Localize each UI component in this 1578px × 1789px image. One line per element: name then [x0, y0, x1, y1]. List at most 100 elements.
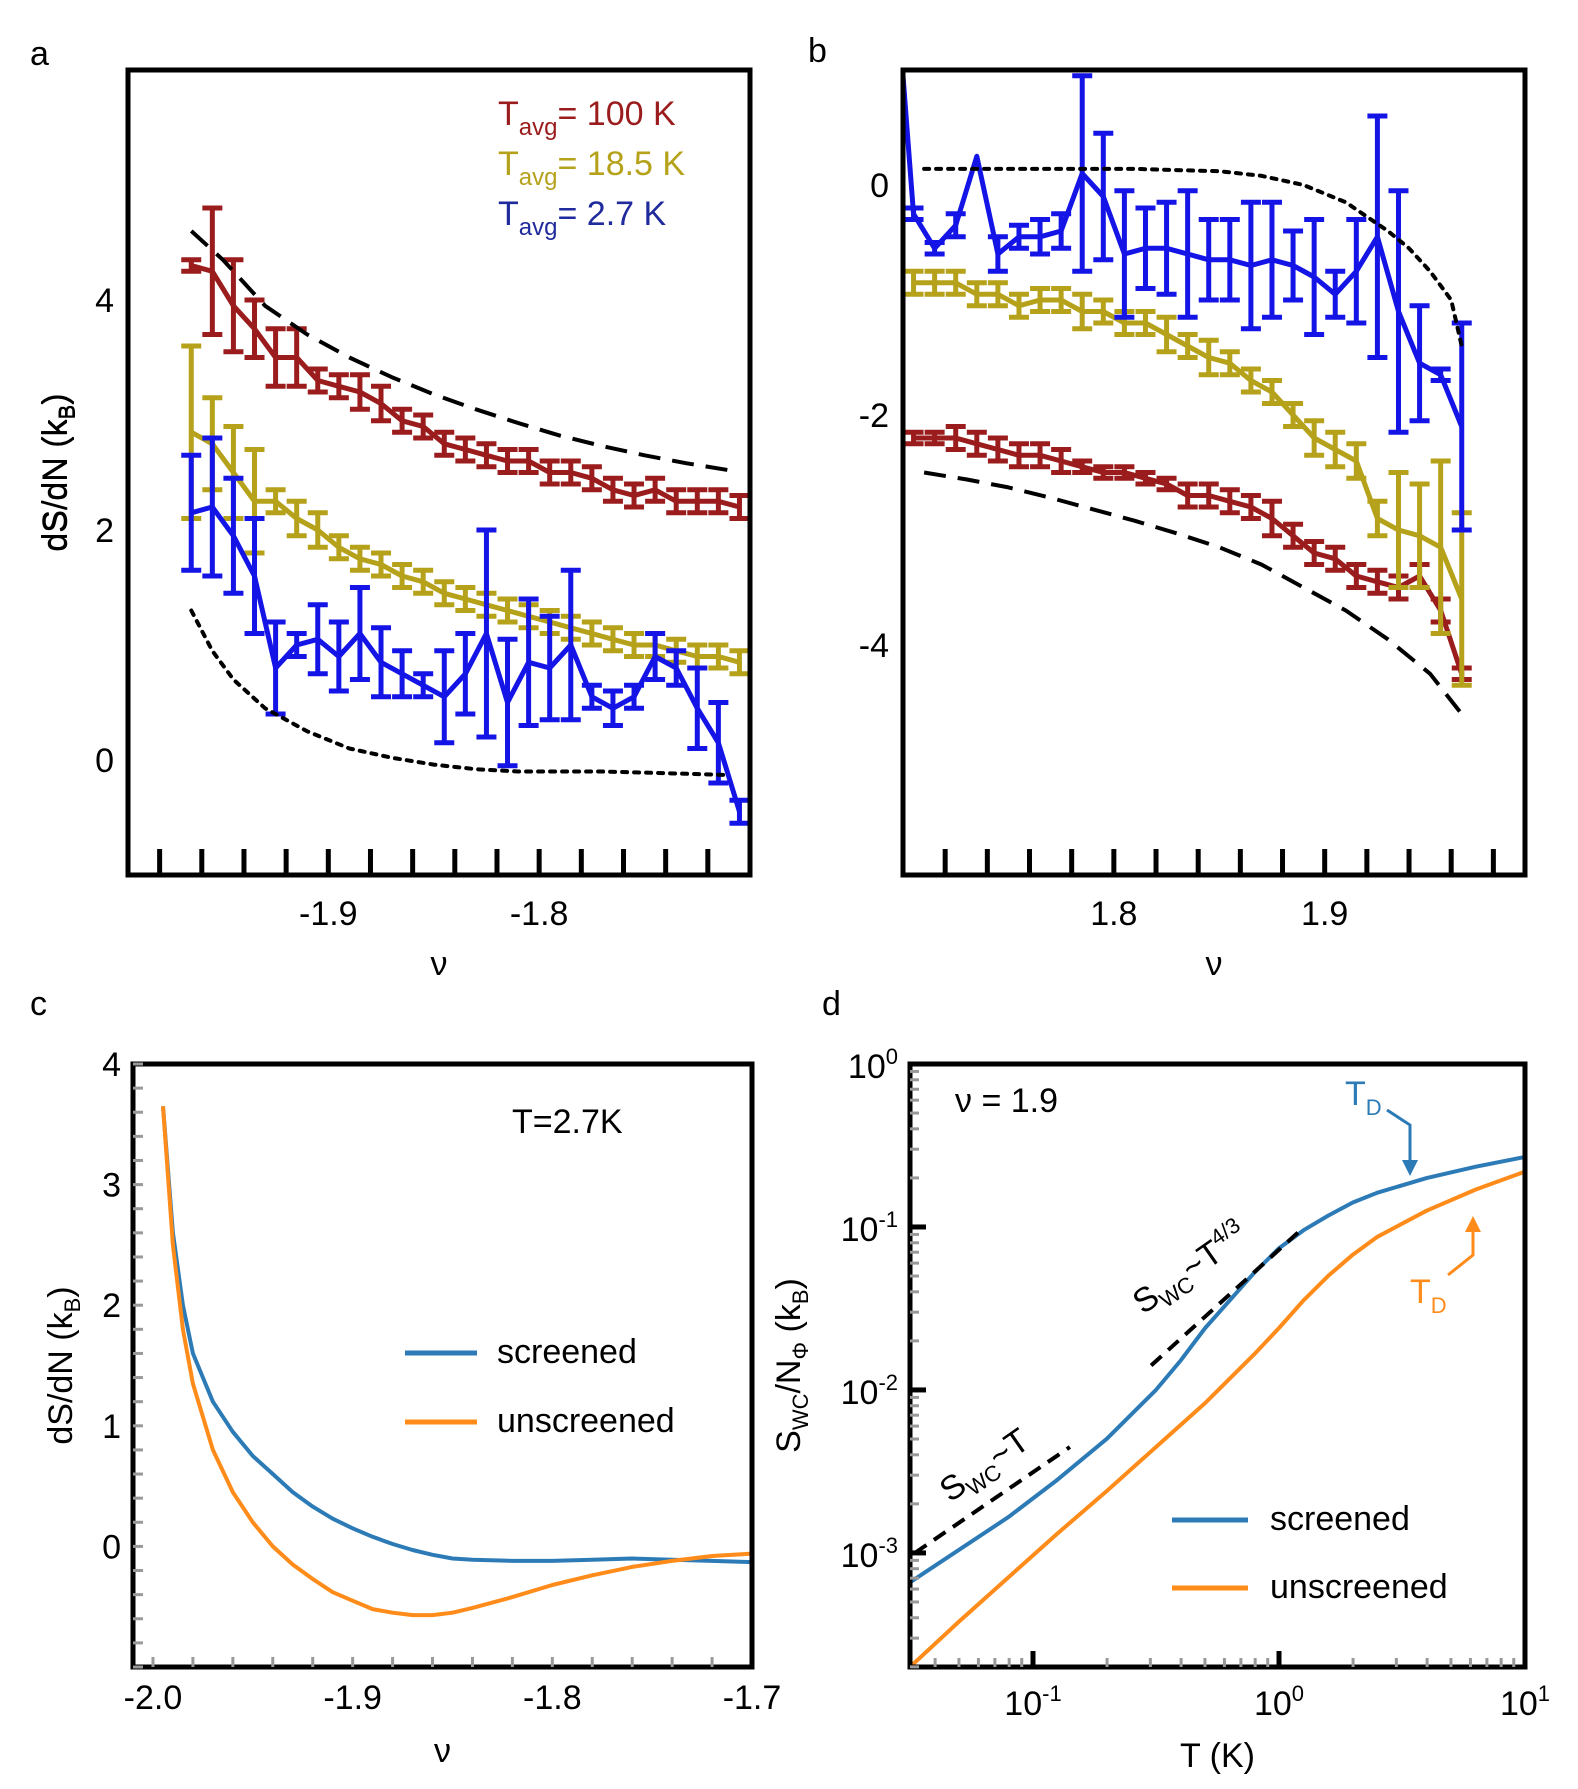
- td-arrow-unscreened: [1447, 1225, 1475, 1277]
- x-axis-label: ν: [1206, 945, 1223, 983]
- plot-area: [903, 73, 1472, 716]
- y-tick-label: -4: [859, 627, 889, 665]
- legend-label-screened: screened: [1270, 1500, 1410, 1538]
- y-tick-label: 4: [102, 1046, 121, 1084]
- scaling-label-four-thirds: SWC~T4/3: [1123, 1212, 1257, 1325]
- y-label-subscript: B: [60, 1298, 85, 1313]
- td-label-screened: TD: [1345, 1075, 1382, 1120]
- plot-frame: [907, 1061, 1528, 1670]
- tick-base: 10: [848, 1048, 886, 1086]
- y-label-b-subscript: B: [788, 1289, 813, 1304]
- y-label-n: /N: [770, 1360, 808, 1394]
- series-line-2-7-k: [903, 75, 1465, 428]
- td-t: T: [1410, 1273, 1431, 1311]
- legend-avg-subscript: avg: [519, 214, 558, 241]
- series-line-dashed-theory: [923, 470, 1464, 716]
- tick-base: 10: [841, 1374, 879, 1412]
- x-tick-label: -1.9: [323, 1679, 382, 1717]
- y-tick-label: 0: [95, 742, 114, 780]
- filling-annotation: ν = 1.9: [955, 1082, 1058, 1120]
- y-tick-label: 2: [102, 1287, 121, 1325]
- td-arrow-screened: [1386, 1108, 1412, 1168]
- plot-area: [161, 1106, 752, 1618]
- legend-avg-subscript: avg: [519, 114, 558, 141]
- td-subscript: D: [1366, 1095, 1382, 1120]
- y-label-close: ): [37, 393, 75, 404]
- legend-value: = 18.5 K: [557, 145, 685, 183]
- series-line-screened: [910, 1154, 1525, 1584]
- x-tick-label: -1.8: [510, 895, 569, 933]
- series-line-unscreened: [910, 1169, 1525, 1667]
- panel-letter-a: a: [30, 35, 49, 73]
- plot-area: [910, 1154, 1525, 1667]
- y-label-main: dS/dN (k: [37, 418, 75, 551]
- x-tick-label: -2.0: [124, 1679, 183, 1717]
- tick-base: 10: [1500, 1685, 1538, 1723]
- x-tick-label: 100: [1254, 1681, 1304, 1723]
- y-tick-label: -2: [859, 397, 889, 435]
- tick-exponent: -1: [1042, 1681, 1062, 1706]
- legend-t: T: [498, 95, 519, 133]
- x-axis-label: ν: [434, 1732, 451, 1770]
- legend-label-screened: screened: [497, 1333, 637, 1371]
- y-label-close: ): [770, 1278, 808, 1289]
- y-axis-label: SWC/NΦ (kB): [770, 1278, 813, 1453]
- x-tick-label: -1.9: [299, 895, 358, 933]
- y-tick-label: 10-3: [841, 1533, 898, 1575]
- x-tick-label: 1.9: [1301, 895, 1348, 933]
- y-axis-label: dS/dN (kB): [37, 393, 80, 551]
- panel-c: -2.0 -1.9 -1.8 -1.7 0 1 2 3 4 ν dS/dN (kB) T=2.7K sc…: [42, 1046, 781, 1770]
- y-tick-label: 100: [848, 1044, 898, 1086]
- temperature-annotation: T=2.7K: [512, 1103, 623, 1141]
- y-tick-label: 3: [102, 1167, 121, 1205]
- y-tick-label: 2: [95, 512, 114, 550]
- series-line-unscreened: [161, 1106, 752, 1618]
- x-tick-label: 10-1: [1004, 1681, 1061, 1723]
- tick-exponent: 0: [886, 1044, 898, 1069]
- panel-letter-b: b: [808, 32, 827, 70]
- y-label-wc-subscript: WC: [788, 1393, 813, 1430]
- x-axis-label: ν: [431, 945, 448, 983]
- y-label-phi-subscript: Φ: [788, 1342, 813, 1360]
- tick-base: 10: [841, 1211, 879, 1249]
- legend-value: = 2.7 K: [557, 195, 666, 233]
- x-tick-label: -1.8: [523, 1679, 582, 1717]
- legend-label-unscreened: unscreened: [497, 1402, 675, 1440]
- tick-exponent: -3: [878, 1533, 898, 1558]
- y-tick-label: 0: [870, 167, 889, 205]
- legend-label-unscreened: unscreened: [1270, 1568, 1448, 1606]
- tick-base: 10: [1254, 1685, 1292, 1723]
- legend-t: T: [498, 195, 519, 233]
- series-line-screened: [161, 1106, 752, 1565]
- y-label-main: dS/dN (k: [42, 1311, 80, 1444]
- y-label-open: (k: [770, 1303, 808, 1342]
- legend-value: = 100 K: [557, 95, 675, 133]
- tick-exponent: -2: [878, 1370, 898, 1395]
- series-line-s-wc-t-4-3-guide: [1149, 1230, 1301, 1367]
- series-line-dotted-theory: [189, 608, 731, 777]
- plot-frame: [125, 67, 753, 878]
- y-axis-label: dS/dN (kB): [42, 1286, 85, 1444]
- td-arrowhead-unscreened: [1465, 1216, 1481, 1232]
- y-tick-label: 4: [95, 282, 114, 320]
- legend-t: T: [498, 145, 519, 183]
- series-line-dotted-theory: [922, 166, 1464, 348]
- legend-entry-1: Tavg= 100 K: [498, 95, 676, 141]
- td-subscript: D: [1431, 1293, 1447, 1318]
- panel-letter-d: d: [822, 985, 841, 1023]
- series-line-s-wc-t-guide: [913, 1445, 1072, 1555]
- y-tick-label: 1: [102, 1408, 121, 1446]
- series-line-dashed-theory: [189, 229, 730, 473]
- x-tick-label: 101: [1500, 1681, 1550, 1723]
- tick-exponent: 1: [1538, 1681, 1550, 1706]
- tick-base: 10: [841, 1537, 879, 1575]
- y-axis-label: dS/dN (kB): [36, 393, 79, 551]
- tick-exponent: -1: [878, 1207, 898, 1232]
- plot-area: [181, 205, 750, 826]
- y-label-close: ): [42, 1286, 80, 1297]
- plot-frame: [130, 1061, 755, 1670]
- y-tick-label: 10-2: [841, 1370, 898, 1412]
- series-line-100-k: [913, 435, 1465, 675]
- panel-b: 1.8 1.9 0 -2 -4 ν dS/dN (kB): [37, 67, 1528, 983]
